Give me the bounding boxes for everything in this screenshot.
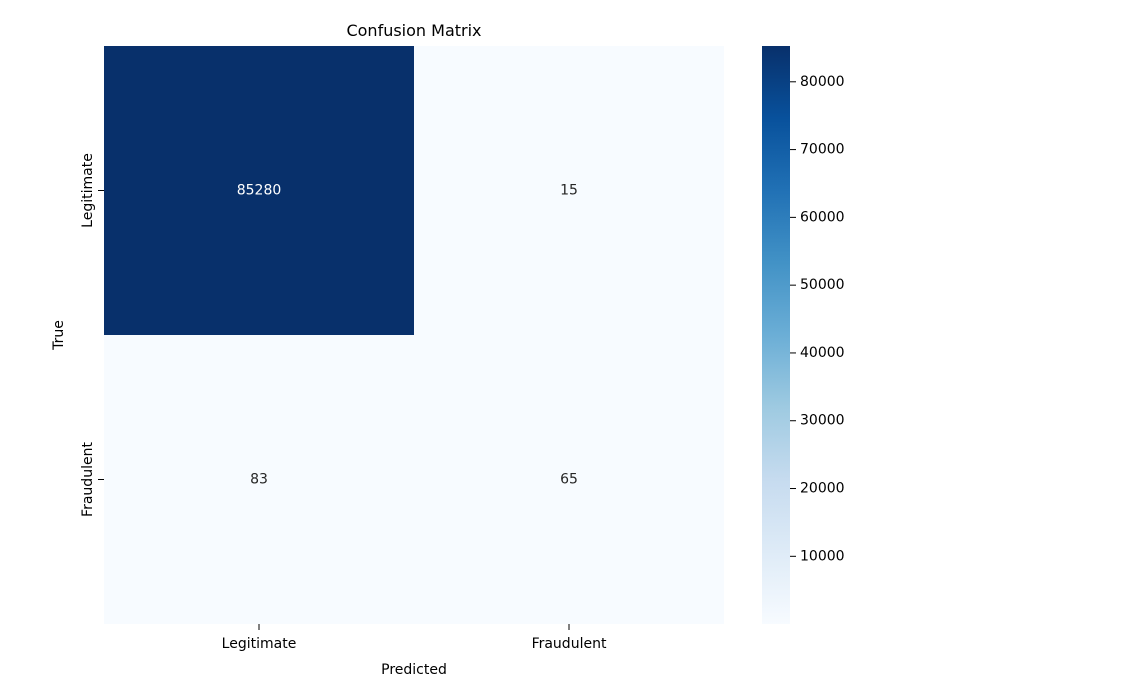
cell-value-label: 15: [560, 183, 578, 199]
colorbar-tick-label: 30000: [800, 413, 845, 429]
y-axis: Legitimate Fraudulent: [80, 153, 104, 517]
colorbar-tick-label: 50000: [800, 277, 845, 293]
y-axis-label: True: [51, 320, 67, 351]
heatmap-cell: [104, 46, 414, 335]
cell-value-label: 83: [250, 472, 268, 488]
colorbar-tick-label: 10000: [800, 548, 845, 564]
cell-value-label: 85280: [237, 183, 282, 199]
heatmap-cells: [104, 46, 724, 624]
cell-value-label: 65: [560, 472, 578, 488]
heatmap-cell-labels: 85280 15 83 65: [237, 183, 578, 488]
heatmap-cell: [414, 335, 724, 624]
colorbar-tick-label: 40000: [800, 345, 845, 361]
colorbar-tick-label: 60000: [800, 209, 845, 225]
x-tick-label: Legitimate: [222, 636, 297, 652]
y-tick-label: Legitimate: [80, 153, 96, 228]
x-axis: Legitimate Fraudulent: [222, 624, 607, 652]
colorbar-tick-label: 80000: [800, 74, 845, 90]
heatmap-cell: [414, 46, 724, 335]
chart-title: Confusion Matrix: [346, 21, 481, 40]
x-axis-label: Predicted: [381, 662, 447, 678]
colorbar-tick-label: 20000: [800, 481, 845, 497]
x-tick-label: Fraudulent: [532, 636, 607, 652]
heatmap-cell: [104, 335, 414, 624]
colorbar-tick-label: 70000: [800, 142, 845, 158]
y-tick-label: Fraudulent: [80, 442, 96, 517]
colorbar-axis: 10000 20000 30000 40000 50000 60000 70000 80000: [790, 74, 845, 564]
colorbar: [762, 46, 790, 624]
